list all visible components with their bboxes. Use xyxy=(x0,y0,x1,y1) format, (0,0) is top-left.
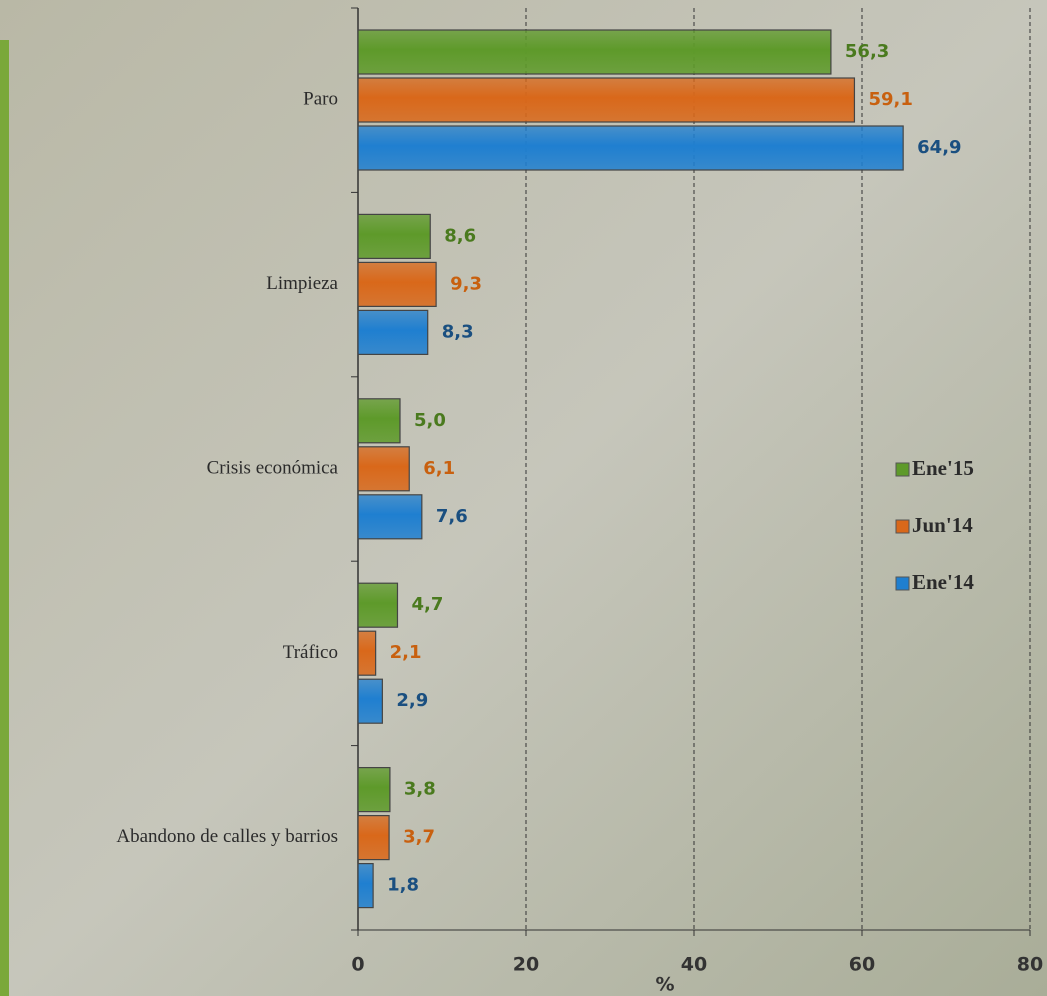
bar xyxy=(357,630,377,676)
bar xyxy=(357,29,832,75)
legend-label: Ene'14 xyxy=(912,570,974,594)
bar xyxy=(357,309,429,355)
category-label: Paro xyxy=(303,89,338,110)
value-label: 3,8 xyxy=(404,779,436,800)
x-tick-label: 40 xyxy=(681,954,707,976)
bar xyxy=(357,814,390,861)
value-label: 8,3 xyxy=(442,321,474,342)
value-label: 2,1 xyxy=(390,642,422,663)
bar xyxy=(357,398,401,444)
category-label: Abandono de calles y barrios xyxy=(116,826,338,847)
value-label: 64,9 xyxy=(917,137,961,158)
legend-swatch xyxy=(895,576,910,591)
value-label: 56,3 xyxy=(845,41,889,62)
x-tick-label: 60 xyxy=(849,954,875,976)
category-label: Limpieza xyxy=(266,273,338,294)
value-label: 2,9 xyxy=(396,690,428,711)
legend-swatch xyxy=(895,462,910,477)
bar xyxy=(357,446,410,492)
value-label: 4,7 xyxy=(411,594,443,615)
bar xyxy=(357,261,437,307)
value-label: 9,3 xyxy=(450,273,482,294)
bar xyxy=(357,77,856,123)
value-label: 3,7 xyxy=(403,827,435,848)
value-label: 6,1 xyxy=(423,458,455,479)
category-label: Crisis económica xyxy=(207,457,339,478)
value-label: 59,1 xyxy=(868,89,912,110)
bar xyxy=(357,125,904,171)
bar xyxy=(357,766,391,813)
bar xyxy=(357,494,423,540)
side-stripe xyxy=(0,40,9,996)
value-label: 1,8 xyxy=(387,875,419,896)
bar xyxy=(357,582,399,628)
x-axis-label: % xyxy=(655,974,674,996)
value-label: 5,0 xyxy=(414,410,446,431)
bar xyxy=(357,213,431,259)
legend-label: Ene'15 xyxy=(912,456,974,480)
x-tick-label: 20 xyxy=(513,954,539,976)
bar xyxy=(357,862,374,909)
legend-swatch xyxy=(895,519,910,534)
x-tick-label: 80 xyxy=(1017,954,1043,976)
value-label: 8,6 xyxy=(444,225,476,246)
legend-label: Jun'14 xyxy=(912,513,973,537)
x-tick-label: 0 xyxy=(351,954,364,976)
category-label: Tráfico xyxy=(283,642,338,663)
bar xyxy=(357,678,383,724)
value-label: 7,6 xyxy=(436,506,468,527)
